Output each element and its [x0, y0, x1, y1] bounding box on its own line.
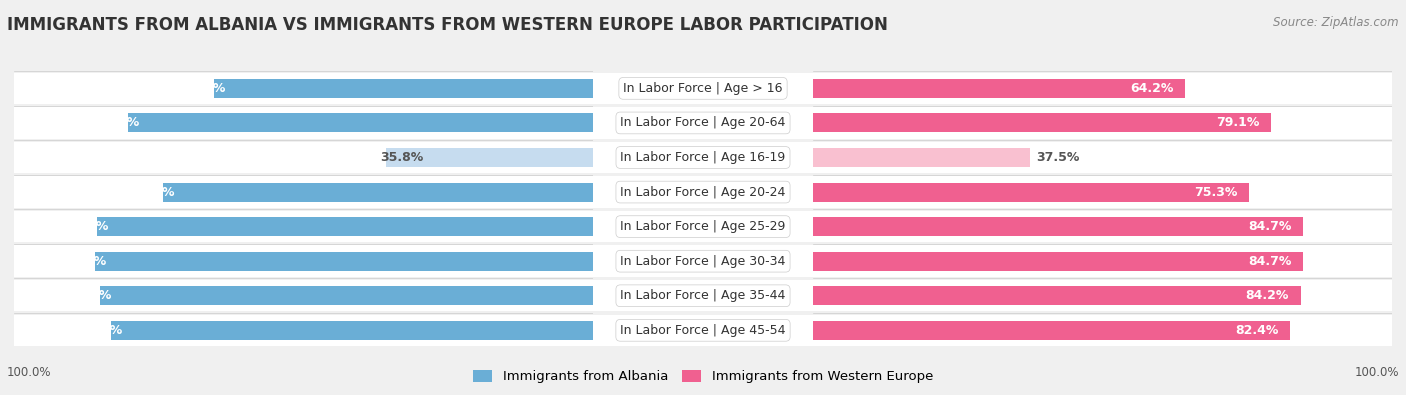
Bar — [97, 217, 593, 236]
Bar — [813, 286, 1301, 305]
FancyBboxPatch shape — [813, 280, 1392, 312]
Bar — [813, 252, 1303, 271]
Text: 100.0%: 100.0% — [1354, 366, 1399, 379]
FancyBboxPatch shape — [593, 176, 813, 208]
Bar — [214, 79, 593, 98]
Bar — [163, 182, 593, 201]
Text: 85.7%: 85.7% — [65, 220, 108, 233]
Text: In Labor Force | Age 35-44: In Labor Force | Age 35-44 — [620, 289, 786, 302]
FancyBboxPatch shape — [813, 211, 1392, 243]
Text: 86.1%: 86.1% — [63, 255, 105, 268]
Bar — [385, 148, 593, 167]
FancyBboxPatch shape — [593, 142, 813, 173]
Bar — [128, 113, 593, 132]
Bar — [94, 252, 593, 271]
Text: In Labor Force | Age 45-54: In Labor Force | Age 45-54 — [620, 324, 786, 337]
Bar — [813, 321, 1291, 340]
FancyBboxPatch shape — [593, 73, 813, 104]
FancyBboxPatch shape — [14, 176, 593, 208]
FancyBboxPatch shape — [813, 314, 1392, 346]
Text: 75.3%: 75.3% — [1194, 186, 1237, 199]
FancyBboxPatch shape — [813, 245, 1392, 277]
Text: In Labor Force | Age 25-29: In Labor Force | Age 25-29 — [620, 220, 786, 233]
FancyBboxPatch shape — [813, 142, 1392, 173]
FancyBboxPatch shape — [14, 73, 593, 104]
Bar — [813, 217, 1303, 236]
Text: 80.3%: 80.3% — [97, 117, 139, 130]
Text: In Labor Force | Age 20-24: In Labor Force | Age 20-24 — [620, 186, 786, 199]
Text: 100.0%: 100.0% — [7, 366, 52, 379]
Text: In Labor Force | Age > 16: In Labor Force | Age > 16 — [623, 82, 783, 95]
FancyBboxPatch shape — [593, 245, 813, 277]
Text: Source: ZipAtlas.com: Source: ZipAtlas.com — [1274, 16, 1399, 29]
Text: 84.7%: 84.7% — [1249, 220, 1292, 233]
FancyBboxPatch shape — [14, 314, 593, 346]
FancyBboxPatch shape — [14, 142, 593, 173]
Text: 74.2%: 74.2% — [131, 186, 174, 199]
Text: In Labor Force | Age 16-19: In Labor Force | Age 16-19 — [620, 151, 786, 164]
FancyBboxPatch shape — [813, 176, 1392, 208]
Text: 35.8%: 35.8% — [380, 151, 423, 164]
Text: 37.5%: 37.5% — [1036, 151, 1080, 164]
Text: 83.2%: 83.2% — [80, 324, 122, 337]
FancyBboxPatch shape — [813, 73, 1392, 104]
Bar — [100, 286, 593, 305]
Text: 82.4%: 82.4% — [1234, 324, 1278, 337]
Text: In Labor Force | Age 20-64: In Labor Force | Age 20-64 — [620, 117, 786, 130]
FancyBboxPatch shape — [14, 245, 593, 277]
Text: 64.2%: 64.2% — [1130, 82, 1173, 95]
Bar — [111, 321, 593, 340]
Text: 79.1%: 79.1% — [1216, 117, 1260, 130]
FancyBboxPatch shape — [593, 280, 813, 312]
Bar — [813, 79, 1185, 98]
Bar — [813, 148, 1031, 167]
Legend: Immigrants from Albania, Immigrants from Western Europe: Immigrants from Albania, Immigrants from… — [467, 365, 939, 388]
FancyBboxPatch shape — [14, 280, 593, 312]
Text: 85.1%: 85.1% — [69, 289, 112, 302]
FancyBboxPatch shape — [813, 107, 1392, 139]
Bar — [813, 113, 1271, 132]
FancyBboxPatch shape — [593, 107, 813, 139]
Text: 84.2%: 84.2% — [1246, 289, 1289, 302]
Text: 65.4%: 65.4% — [183, 82, 226, 95]
Text: In Labor Force | Age 30-34: In Labor Force | Age 30-34 — [620, 255, 786, 268]
Bar — [813, 182, 1249, 201]
Text: 84.7%: 84.7% — [1249, 255, 1292, 268]
FancyBboxPatch shape — [593, 314, 813, 346]
FancyBboxPatch shape — [14, 211, 593, 243]
FancyBboxPatch shape — [593, 211, 813, 243]
FancyBboxPatch shape — [14, 107, 593, 139]
Text: IMMIGRANTS FROM ALBANIA VS IMMIGRANTS FROM WESTERN EUROPE LABOR PARTICIPATION: IMMIGRANTS FROM ALBANIA VS IMMIGRANTS FR… — [7, 16, 889, 34]
